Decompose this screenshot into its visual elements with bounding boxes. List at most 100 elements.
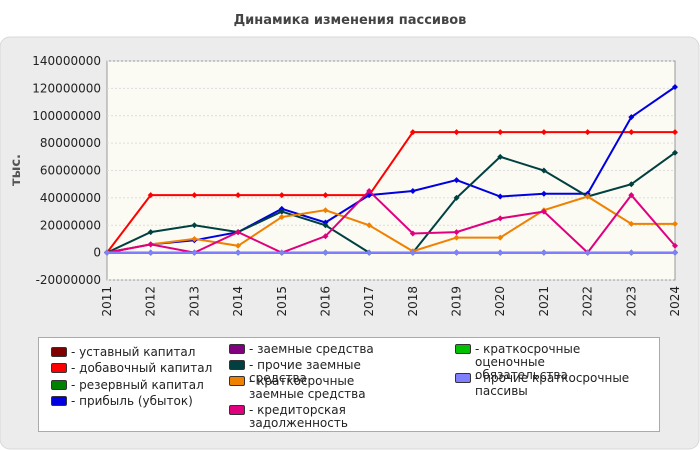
data-point: [322, 192, 329, 199]
x-tick-label: 2012: [144, 286, 158, 317]
data-point: [235, 242, 242, 249]
data-point: [409, 249, 416, 256]
data-point: [540, 249, 547, 256]
chart-title: Динамика изменения пассивов: [234, 13, 467, 28]
legend-label: - прочие краткосрочные пассивы: [475, 371, 630, 398]
data-point: [540, 208, 547, 215]
data-point: [628, 181, 635, 188]
data-point: [322, 222, 329, 229]
x-tick-label: 2021: [537, 286, 551, 317]
data-point: [672, 149, 678, 156]
data-point: [672, 129, 678, 136]
x-tick-label: 2011: [100, 286, 114, 317]
data-point: [191, 235, 198, 242]
data-point: [366, 222, 373, 229]
x-tick-label: 2016: [318, 286, 332, 317]
legend-label: - краткосрочные оценочные обязательства: [475, 342, 581, 382]
legend-label: - добавочный капитал: [71, 361, 213, 375]
y-tick-label: 100000000: [32, 109, 101, 123]
data-point: [278, 208, 285, 215]
data-point: [497, 153, 504, 160]
legend-swatch: [229, 376, 245, 386]
data-point: [584, 249, 591, 256]
y-tick-label: 40000000: [40, 191, 101, 205]
data-point: [628, 192, 635, 199]
legend-swatch: [455, 373, 471, 383]
data-point: [628, 220, 635, 227]
data-point: [366, 249, 373, 256]
x-tick-label: 2022: [581, 286, 595, 317]
data-point: [278, 249, 285, 256]
data-point: [628, 129, 635, 136]
legend-swatch: [229, 405, 245, 415]
data-point: [672, 242, 678, 249]
x-tick-label: 2020: [493, 286, 507, 317]
data-point: [540, 167, 547, 174]
legend-label: - кредиторская задолженность: [249, 403, 348, 430]
y-axis-label: тыс.: [9, 154, 24, 186]
y-tick-label: 20000000: [40, 218, 101, 232]
legend-label: - уставный капитал: [71, 345, 196, 359]
data-point: [147, 241, 154, 248]
data-point: [540, 129, 547, 136]
data-point: [672, 249, 678, 256]
y-tick-label: 60000000: [40, 164, 101, 178]
legend-label: - прибыль (убыток): [71, 394, 193, 408]
legend-label: - заемные средства: [249, 342, 374, 356]
data-point: [191, 192, 198, 199]
data-point: [497, 129, 504, 136]
legend-swatch: [455, 344, 471, 354]
y-tick-label: 0: [93, 246, 101, 260]
data-point: [322, 249, 329, 256]
x-tick-label: 2014: [231, 286, 245, 317]
data-point: [453, 229, 460, 236]
data-point: [672, 220, 678, 227]
data-point: [235, 192, 242, 199]
x-tick-label: 2024: [668, 286, 682, 317]
y-tick-label: 140000000: [32, 54, 101, 68]
data-point: [672, 84, 678, 91]
data-point: [278, 214, 285, 221]
data-point: [235, 229, 242, 236]
legend: - уставный капитал - добавочный капитал - …: [38, 337, 660, 432]
data-point: [584, 193, 591, 200]
legend-swatch: [51, 363, 67, 373]
legend-swatch: [51, 380, 67, 390]
data-point: [278, 192, 285, 199]
data-point: [409, 129, 416, 136]
series-line: [106, 189, 676, 255]
x-tick-label: 2015: [275, 286, 289, 317]
data-point: [497, 193, 504, 200]
data-point: [147, 249, 154, 256]
y-tick-label: 80000000: [40, 136, 101, 150]
data-point: [366, 188, 373, 195]
legend-swatch: [229, 360, 245, 370]
y-tick-label: 120000000: [32, 81, 101, 95]
data-point: [453, 249, 460, 256]
legend-label: - резервный капитал: [71, 378, 204, 392]
data-point: [104, 249, 110, 256]
data-point: [497, 249, 504, 256]
data-point: [453, 129, 460, 136]
data-point: [191, 249, 198, 256]
series-line: [106, 86, 676, 254]
data-point: [322, 233, 329, 240]
y-tick-label: -20000000: [36, 273, 101, 287]
x-tick-label: 2013: [187, 286, 201, 317]
legend-swatch: [229, 344, 245, 354]
data-point: [235, 249, 242, 256]
series-line: [106, 131, 675, 254]
legend-label: - прочие заемные средства: [249, 358, 361, 385]
data-point: [497, 215, 504, 222]
data-point: [628, 114, 635, 121]
data-point: [497, 234, 504, 241]
data-point: [147, 192, 154, 199]
data-point: [147, 229, 154, 236]
x-tick-label: 2019: [450, 286, 464, 317]
data-point: [409, 230, 416, 237]
x-tick-label: 2023: [624, 286, 638, 317]
legend-swatch: [51, 396, 67, 406]
series-line: [106, 195, 675, 254]
data-point: [191, 222, 198, 229]
